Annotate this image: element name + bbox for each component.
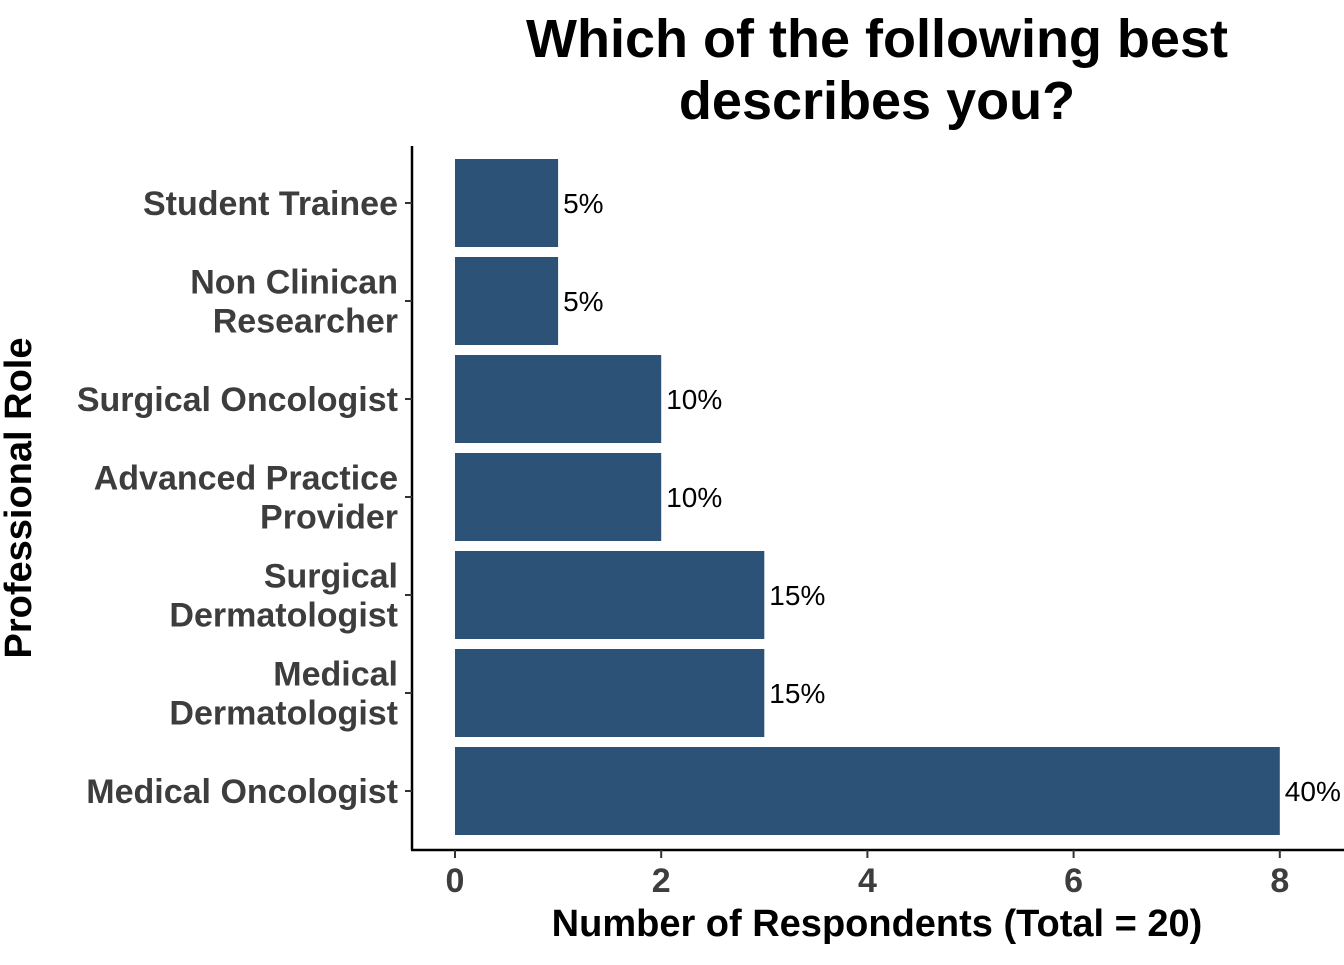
bar-data-label: 15% [769,580,825,611]
bar-data-label: 15% [769,678,825,709]
y-axis-title: Professional Role [0,338,40,659]
y-category-label: Medical Oncologist [86,773,398,811]
bar [455,355,662,443]
y-category-label: Student Trainee [143,185,398,223]
x-tick-label: 4 [858,862,877,900]
y-category-label: Non Clinican Researcher [190,264,398,341]
bar-data-label: 10% [666,482,722,513]
chart-title: Which of the following best describes yo… [526,9,1228,131]
plot-area: 5% 5% 10% 10% 15% 15% 40% [455,159,1341,835]
bar [455,551,765,639]
bar [455,747,1280,835]
y-category-label: Surgical Oncologist [77,381,398,419]
x-tick-label: 0 [446,862,465,900]
x-tick-label: 8 [1270,862,1289,900]
y-category-label: Advanced Practice Provider [94,460,398,537]
chart-title-line-1: Which of the following best [526,9,1228,69]
x-axis-title: Number of Respondents (Total = 20) [552,903,1203,945]
y-category-label: Surgical Dermatologist [169,558,398,635]
bar-data-label: 40% [1285,776,1341,807]
chart-title-line-2: describes you? [679,71,1075,131]
x-tick-label: 6 [1064,862,1083,900]
bar [455,159,559,247]
y-category-label: Medical Dermatologist [169,656,398,733]
bar-data-label: 5% [563,286,603,317]
bar [455,649,765,737]
bar-data-label: 5% [563,188,603,219]
x-tick-label: 2 [652,862,671,900]
bar [455,453,662,541]
bar [455,257,559,345]
bar-data-label: 10% [666,384,722,415]
